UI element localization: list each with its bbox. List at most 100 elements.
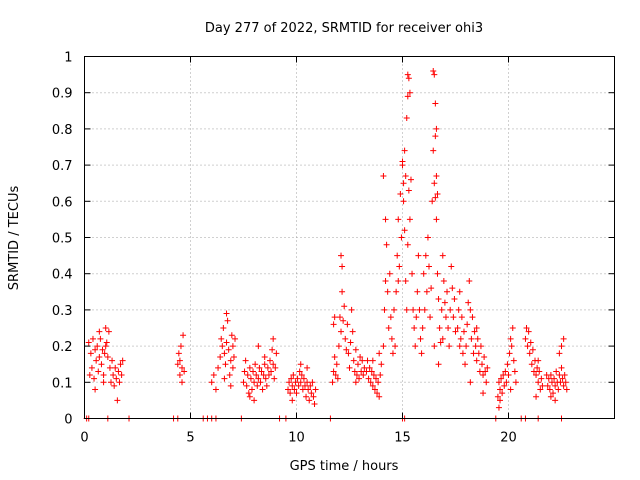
- data-point: [340, 317, 347, 324]
- data-point: [241, 368, 248, 375]
- data-point: [377, 372, 384, 379]
- data-point: [246, 364, 253, 371]
- data-point: [300, 375, 307, 382]
- data-point: [246, 393, 253, 400]
- data-point: [357, 353, 364, 360]
- data-points: [83, 67, 570, 422]
- data-point: [353, 372, 360, 379]
- data-point: [426, 263, 432, 270]
- data-point: [223, 310, 230, 317]
- data-point: [225, 346, 232, 353]
- data-point: [428, 285, 435, 292]
- data-point: [290, 372, 297, 379]
- data-point: [416, 306, 423, 313]
- data-point: [286, 379, 293, 386]
- data-point: [99, 346, 106, 353]
- data-point: [331, 353, 338, 360]
- data-point: [460, 328, 467, 335]
- data-point: [391, 306, 398, 313]
- grid: [84, 56, 615, 419]
- data-point: [297, 361, 304, 368]
- data-point: [251, 379, 258, 386]
- data-point: [405, 75, 412, 82]
- data-point: [417, 335, 424, 342]
- data-point: [558, 364, 565, 371]
- data-point: [240, 379, 247, 386]
- data-point: [251, 397, 258, 404]
- data-point: [395, 216, 402, 223]
- data-point: [498, 375, 505, 382]
- data-point: [430, 67, 437, 74]
- data-point: [116, 379, 123, 386]
- data-point: [547, 372, 554, 379]
- data-point: [333, 361, 340, 368]
- data-point: [419, 325, 426, 331]
- data-point: [307, 382, 314, 389]
- data-point: [536, 368, 543, 375]
- y-tick-label: 0.4: [52, 268, 73, 283]
- y-tick-label: 0.1: [52, 376, 73, 391]
- data-point: [439, 252, 446, 259]
- data-point: [432, 100, 439, 107]
- data-point: [342, 335, 349, 342]
- data-point: [547, 393, 554, 400]
- data-point: [256, 364, 263, 371]
- data-point: [560, 382, 567, 389]
- data-point: [563, 386, 570, 393]
- data-point: [463, 343, 470, 350]
- data-point: [224, 317, 231, 324]
- data-point: [430, 147, 437, 154]
- data-point: [413, 314, 420, 321]
- y-tick-label: 0: [64, 413, 72, 428]
- data-point: [350, 357, 357, 364]
- data-point: [458, 314, 465, 321]
- data-point: [483, 379, 490, 386]
- data-point: [89, 335, 96, 342]
- data-point: [101, 350, 108, 357]
- data-point: [104, 353, 111, 360]
- data-point: [334, 375, 341, 382]
- data-point: [482, 368, 489, 375]
- data-point: [273, 350, 280, 357]
- data-point: [378, 361, 385, 368]
- data-point: [405, 187, 412, 194]
- data-point: [427, 314, 434, 321]
- data-point: [457, 335, 464, 342]
- data-point: [100, 379, 107, 386]
- data-point: [299, 386, 306, 393]
- data-point: [383, 241, 390, 248]
- data-point: [507, 335, 514, 342]
- data-point: [98, 361, 105, 368]
- data-point: [264, 364, 271, 371]
- data-point: [402, 172, 409, 179]
- data-point: [479, 361, 485, 368]
- data-point: [539, 382, 546, 389]
- data-point: [102, 325, 109, 331]
- data-point: [289, 397, 296, 404]
- data-point: [553, 368, 560, 375]
- data-point: [364, 357, 371, 364]
- data-point: [468, 335, 475, 342]
- y-tick-label: 0.8: [52, 123, 73, 138]
- data-point: [435, 361, 442, 368]
- data-point: [291, 386, 298, 393]
- data-point: [433, 172, 440, 179]
- data-point: [544, 382, 551, 389]
- data-point: [361, 364, 368, 371]
- data-point: [221, 350, 228, 357]
- data-point: [546, 386, 553, 393]
- data-point: [512, 379, 519, 386]
- data-point: [523, 325, 530, 331]
- data-point: [382, 277, 389, 284]
- data-point: [394, 252, 401, 259]
- data-point: [385, 325, 392, 331]
- data-point: [456, 343, 463, 350]
- data-point: [533, 372, 540, 379]
- data-point: [446, 343, 453, 350]
- data-point: [374, 390, 381, 397]
- data-point: [255, 343, 262, 350]
- data-point: [115, 368, 122, 375]
- data-point: [530, 368, 537, 375]
- data-point: [298, 372, 305, 379]
- data-point: [449, 285, 456, 292]
